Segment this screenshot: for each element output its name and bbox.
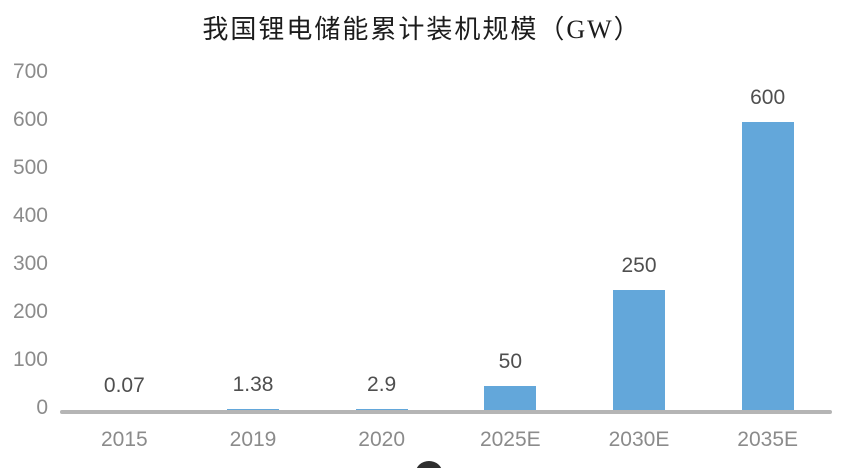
bar-value-label: 2.9	[367, 372, 397, 396]
watermark-arc	[416, 461, 442, 468]
y-tick-label: 700	[12, 60, 48, 83]
bar-2025E	[484, 386, 537, 410]
y-tick-label: 500	[12, 156, 48, 179]
y-tick-label: 300	[12, 252, 48, 275]
bar-value-label: 600	[750, 86, 786, 109]
bar-2035E	[741, 122, 794, 410]
bar-value-label: 1.38	[232, 373, 274, 397]
y-tick-label: 0	[36, 396, 48, 419]
bar-2030E	[613, 290, 665, 410]
y-tick-label: 100	[12, 348, 48, 371]
bar-value-label: 50	[498, 350, 522, 373]
y-tick-label: 400	[12, 204, 48, 227]
x-tick-label: 2019	[229, 428, 277, 451]
x-tick-label: 2015	[100, 428, 148, 451]
x-tick-label: 2030E	[608, 428, 670, 451]
bar-2019	[227, 409, 279, 410]
bar-2020	[355, 408, 408, 410]
x-tick-label: 2035E	[737, 428, 799, 451]
y-tick-label: 200	[12, 300, 48, 323]
x-tick-label: 2025E	[479, 428, 541, 451]
x-axis-line	[60, 410, 832, 414]
y-tick-label: 600	[12, 108, 48, 131]
bar-value-label: 250	[621, 254, 657, 277]
chart-title: 我国锂电储能累计装机规模（GW）	[202, 15, 642, 44]
bar-value-label: 0.07	[103, 373, 145, 397]
x-tick-label: 2020	[358, 428, 406, 451]
